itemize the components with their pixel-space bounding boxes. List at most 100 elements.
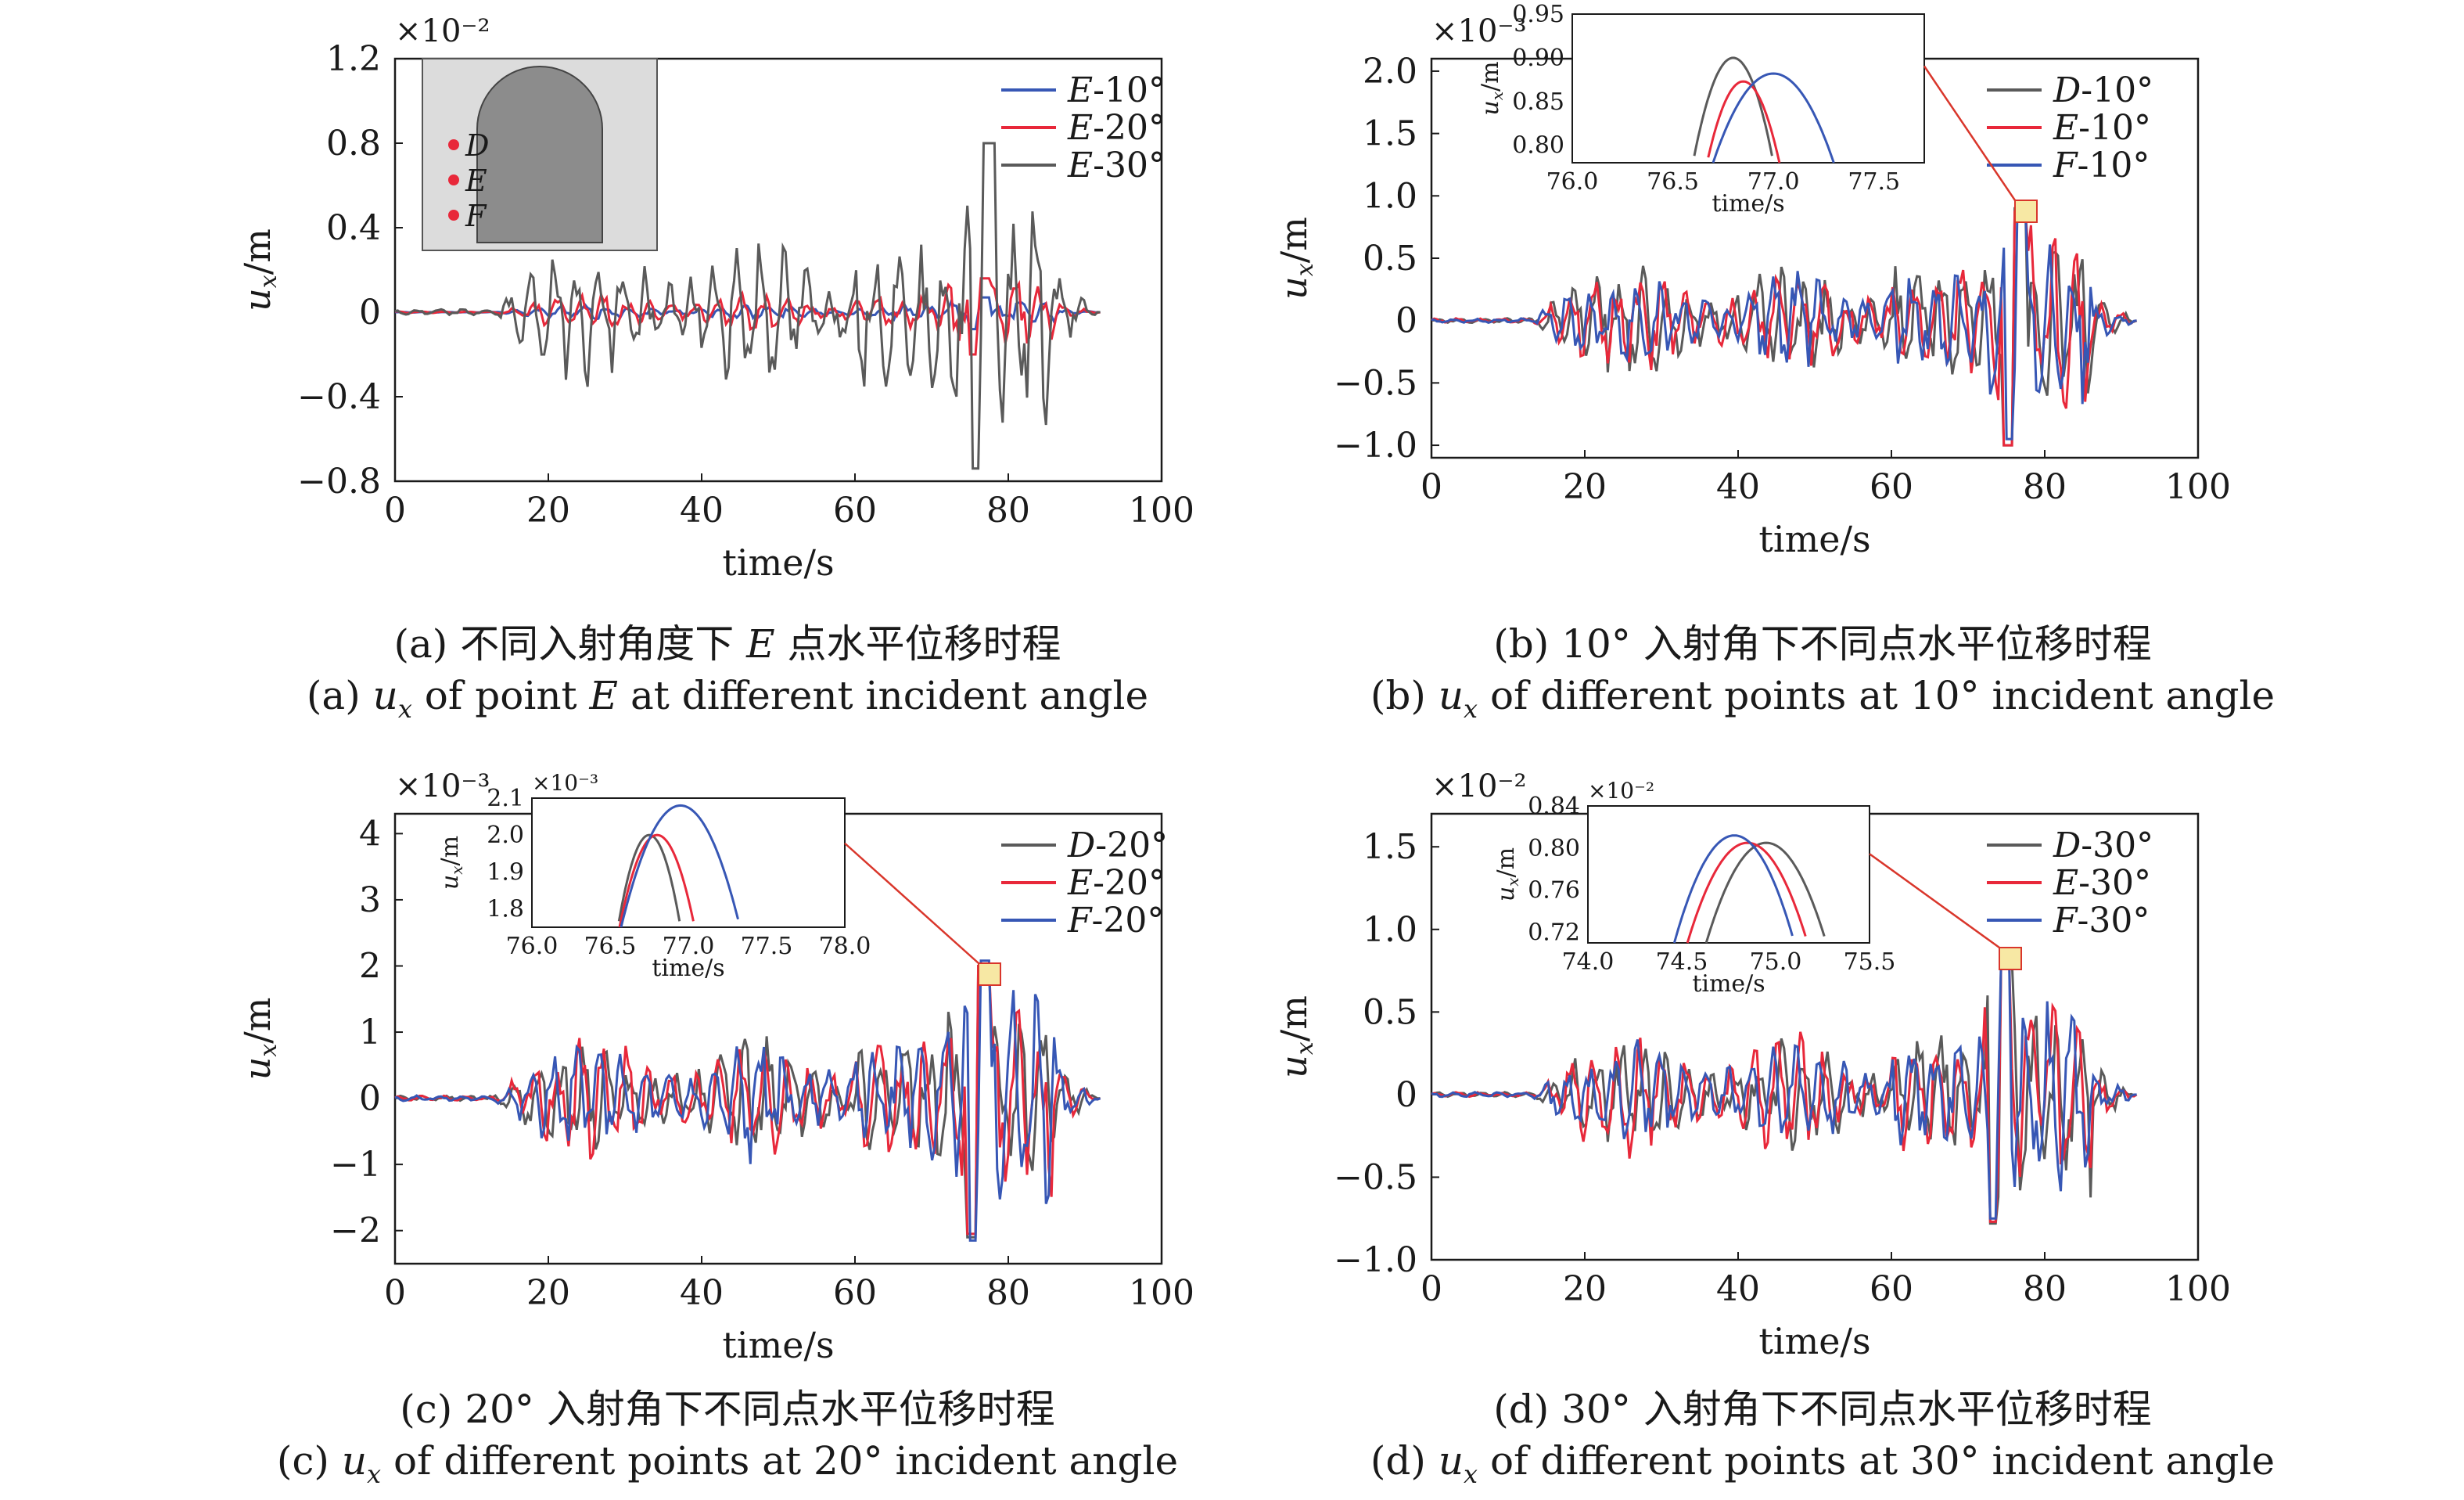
containment-dome	[476, 66, 603, 243]
x-axis-label: time/s	[1758, 518, 1870, 560]
zoom-marker	[2014, 200, 2038, 223]
inset-x-tick-label: 77.5	[741, 933, 793, 960]
x-tick-label: 20	[526, 491, 570, 531]
y-tick-label: 0	[359, 1079, 381, 1119]
x-tick-label: 100	[1129, 491, 1194, 531]
inset-y-tick-label: 0.76	[1528, 877, 1580, 905]
x-tick-label: 40	[680, 491, 724, 531]
y-tick-label: 1.0	[1363, 910, 1417, 950]
x-tick-label: 0	[1421, 467, 1442, 507]
point-marker	[448, 139, 459, 150]
y-tick-label: 1.5	[1363, 827, 1417, 867]
y-multiplier: ×10⁻³	[1431, 13, 1527, 49]
inset-chart: 74.0 74.5 75.0 75.5 0.72 0.76 0.80 0.84 time/s ux…	[1492, 778, 1895, 998]
caption-b-chinese: (b) 10° 入射角下不同点水平位移时程	[1493, 621, 2152, 667]
y-tick-label: −0.5	[1334, 1157, 1417, 1197]
series-line-E-10°	[1431, 210, 2137, 447]
inset-y-tick-label: 0.90	[1512, 45, 1564, 72]
inset-y-tick-label: 1.9	[487, 858, 524, 886]
inset-series-line	[1704, 841, 1826, 944]
x-tick-label: 20	[1563, 1269, 1607, 1309]
series-line-F-20°	[394, 959, 1101, 1242]
caption-d-chinese: (d) 30° 入射角下不同点水平位移时程	[1493, 1387, 2152, 1432]
y-tick-label: −1.0	[1334, 426, 1417, 466]
x-tick-label: 0	[384, 491, 406, 531]
inset-y-tick-label: 2.1	[487, 785, 524, 812]
caption-c-english: (c) ux of different points at 20° incide…	[276, 1438, 1179, 1489]
legend-label: E-10°	[2053, 108, 2151, 148]
x-tick-label: 100	[1129, 1273, 1194, 1313]
inset-chart: 76.0 76.5 77.0 77.5 78.0 1.8 1.9 2.0 2.1 time/s ux…	[436, 770, 871, 982]
x-tick-label: 0	[384, 1273, 406, 1313]
y-tick-label: 0	[1395, 301, 1417, 341]
y-tick-label: −0.8	[297, 462, 381, 502]
y-axis-label: ux/m	[236, 228, 282, 311]
inset-x-tick-label: 76.0	[1546, 168, 1599, 196]
x-tick-label: 40	[1716, 467, 1760, 507]
x-tick-label: 100	[2165, 467, 2231, 507]
inset-x-tick-label: 76.5	[584, 933, 637, 960]
x-tick-label: 60	[1870, 467, 1913, 507]
inset-y-axis-label: ux/m	[1492, 847, 1522, 901]
caption-a-english: (a) ux of point E at different incident …	[306, 673, 1149, 724]
point-marker	[448, 210, 459, 221]
inset-series-line	[1672, 834, 1794, 944]
y-tick-label: 1.0	[1363, 176, 1417, 216]
x-axis-label: time/s	[1758, 1320, 1870, 1362]
zoom-marker	[978, 962, 1001, 986]
caption-d-english: (d) ux of different points at 30° incide…	[1370, 1438, 2275, 1489]
zoom-callout-line	[1869, 853, 2000, 949]
inset-frame	[1587, 805, 1870, 944]
caption-b-english: (b) ux of different points at 10° incide…	[1370, 673, 2275, 724]
inset-y-axis-label: ux/m	[436, 836, 466, 890]
y-tick-label: 1	[359, 1013, 381, 1052]
inset-series-line	[1707, 80, 1781, 164]
point-marker	[448, 174, 459, 185]
inset-y-tick-label: 0.80	[1512, 132, 1564, 160]
inset-series-line	[618, 833, 695, 928]
inset-y-tick-label: 2.0	[487, 822, 524, 849]
inset-x-tick-label: 78.0	[819, 933, 871, 960]
inset-multiplier: ×10⁻²	[1588, 778, 1654, 804]
x-tick-label: 60	[833, 491, 877, 531]
y-tick-label: 0.5	[1363, 239, 1417, 279]
series-line-E-10°	[394, 296, 1101, 331]
inset-y-tick-label: 0.95	[1512, 1, 1564, 28]
y-tick-label: 3	[359, 880, 381, 920]
inset-structure-image: DEF	[422, 58, 658, 251]
y-tick-label: 1.2	[326, 39, 381, 79]
y-tick-label: −0.5	[1334, 363, 1417, 403]
legend-label: E-20°	[1067, 863, 1166, 903]
y-tick-label: −1.0	[1334, 1240, 1417, 1280]
x-tick-label: 20	[526, 1273, 570, 1313]
panel-b-chart: 0 20 40 60 80 100 −1.0 −0.5 0 0.5 1.0 1.5 2.0 time/s u…	[1273, 1, 2231, 560]
legend-label: F-30°	[2053, 901, 2150, 941]
point-label: D	[465, 128, 489, 163]
y-axis-label: ux/m	[1273, 217, 1319, 300]
panel-a-chart: 0 20 40 60 80 100 −0.8 −0.4 0 0.4 0.8 1.2 time/s ux/m…	[236, 13, 1194, 584]
x-tick-label: 60	[833, 1273, 877, 1313]
inset-x-axis-label: time/s	[652, 955, 724, 982]
legend-label: E-30°	[1067, 146, 1166, 185]
x-tick-label: 80	[2023, 467, 2067, 507]
point-label: E	[465, 164, 487, 198]
series-line-E-30°	[394, 142, 1101, 470]
y-tick-label: 4	[359, 814, 381, 854]
zoom-callout-line	[1923, 65, 2017, 201]
y-tick-label: 0	[1395, 1075, 1417, 1115]
panel-d-chart: 0 20 40 60 80 100 −1.0 −0.5 0 0.5 1.0 1.5 time/s ux/m…	[1273, 768, 2231, 1362]
caption-c-chinese: (c) 20° 入射角下不同点水平位移时程	[400, 1387, 1055, 1432]
inset-x-tick-label: 77.5	[1848, 168, 1900, 196]
inset-y-tick-label: 0.85	[1512, 88, 1564, 116]
legend-label: F-20°	[1067, 901, 1164, 941]
panel-c-chart: 0 20 40 60 80 100 −2 −1 0 1 2 3 4 time/s ux/m ×10⁻³ D-20…	[236, 768, 1194, 1366]
inset-series-line	[620, 804, 739, 928]
caption-a-chinese: (a) 不同入射角度下 E 点水平位移时程	[393, 621, 1061, 667]
y-tick-label: −2	[330, 1211, 381, 1251]
inset-y-tick-label: 1.8	[487, 895, 524, 923]
inset-x-tick-label: 76.5	[1647, 168, 1699, 196]
inset-series-line	[1686, 841, 1807, 944]
x-tick-label: 80	[2023, 1269, 2067, 1309]
inset-x-tick-label: 75.0	[1750, 948, 1802, 976]
x-tick-label: 20	[1563, 467, 1607, 507]
